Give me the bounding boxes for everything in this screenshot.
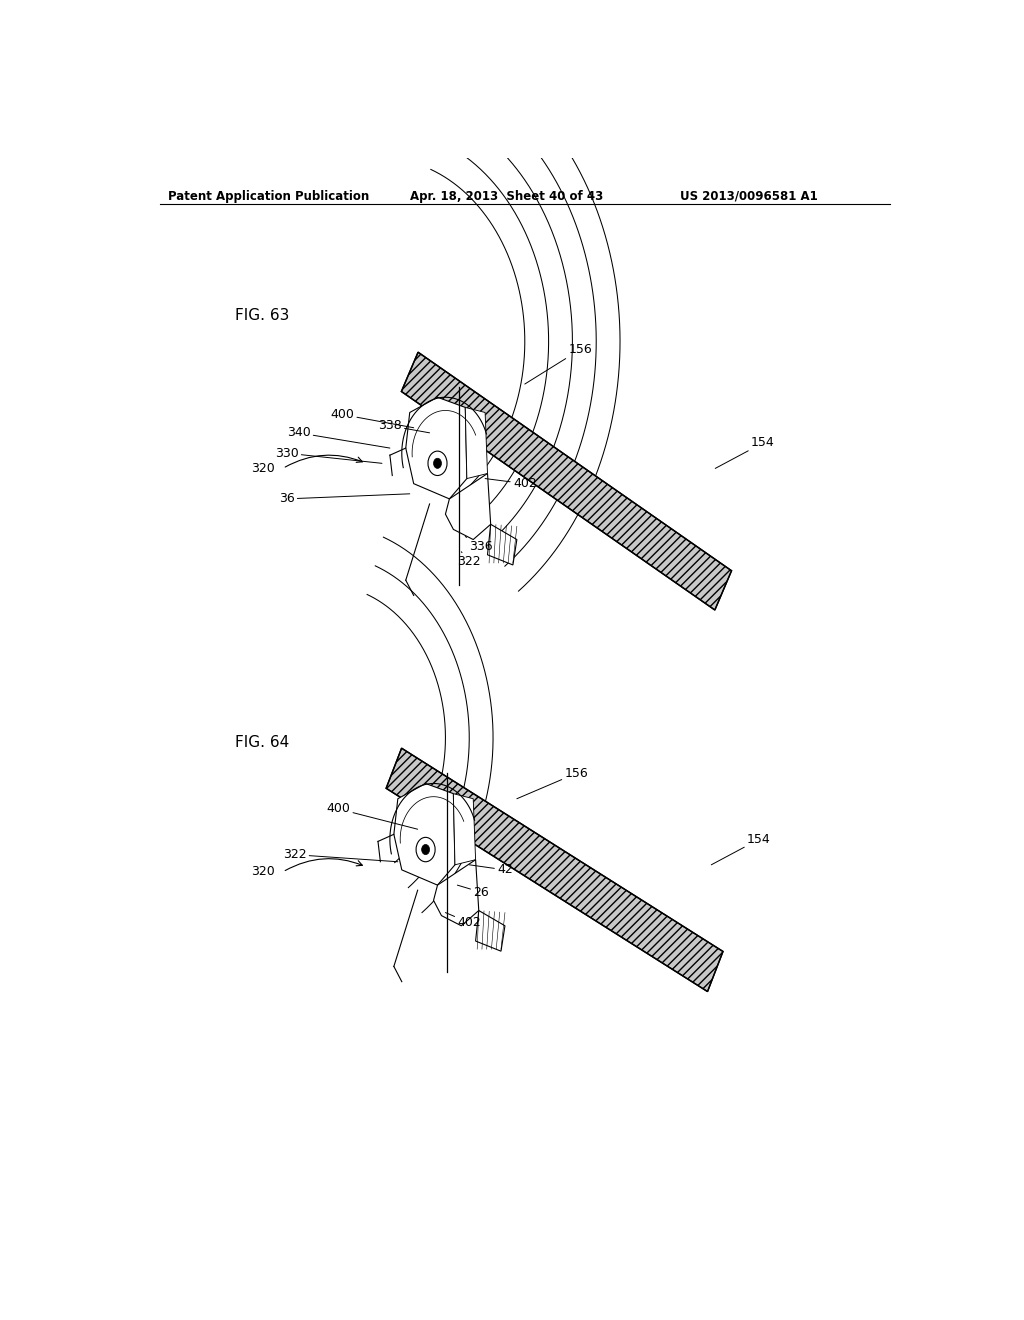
- Polygon shape: [394, 784, 455, 886]
- Text: 156: 156: [524, 343, 592, 384]
- Polygon shape: [454, 793, 475, 865]
- Text: 330: 330: [274, 446, 382, 463]
- Text: 36: 36: [279, 492, 410, 506]
- Text: 402: 402: [485, 477, 537, 490]
- Polygon shape: [487, 524, 517, 565]
- Polygon shape: [401, 352, 731, 610]
- Text: 320: 320: [251, 462, 274, 475]
- Circle shape: [422, 845, 430, 854]
- Text: Apr. 18, 2013  Sheet 40 of 43: Apr. 18, 2013 Sheet 40 of 43: [410, 190, 603, 202]
- Text: 340: 340: [287, 426, 390, 447]
- Text: 322: 322: [283, 849, 397, 862]
- Polygon shape: [475, 911, 505, 952]
- Text: FIG. 63: FIG. 63: [236, 309, 290, 323]
- Polygon shape: [445, 474, 490, 540]
- Text: 320: 320: [251, 866, 274, 878]
- Polygon shape: [386, 748, 723, 991]
- Polygon shape: [406, 397, 467, 499]
- Text: 400: 400: [327, 803, 418, 829]
- Text: 402: 402: [445, 912, 481, 929]
- Polygon shape: [465, 408, 487, 479]
- Text: Patent Application Publication: Patent Application Publication: [168, 190, 369, 202]
- Text: 322: 322: [458, 552, 481, 569]
- Text: 400: 400: [331, 408, 414, 428]
- Text: 42: 42: [469, 863, 513, 876]
- Text: FIG. 64: FIG. 64: [236, 735, 290, 750]
- Text: 26: 26: [458, 886, 489, 899]
- Text: 154: 154: [715, 437, 775, 469]
- Text: 154: 154: [712, 833, 771, 865]
- Text: 338: 338: [378, 420, 430, 433]
- Circle shape: [433, 458, 441, 469]
- Circle shape: [428, 451, 447, 475]
- Text: 156: 156: [517, 767, 588, 799]
- Polygon shape: [433, 859, 479, 925]
- Text: 336: 336: [465, 536, 493, 553]
- Text: US 2013/0096581 A1: US 2013/0096581 A1: [680, 190, 817, 202]
- Circle shape: [416, 837, 435, 862]
